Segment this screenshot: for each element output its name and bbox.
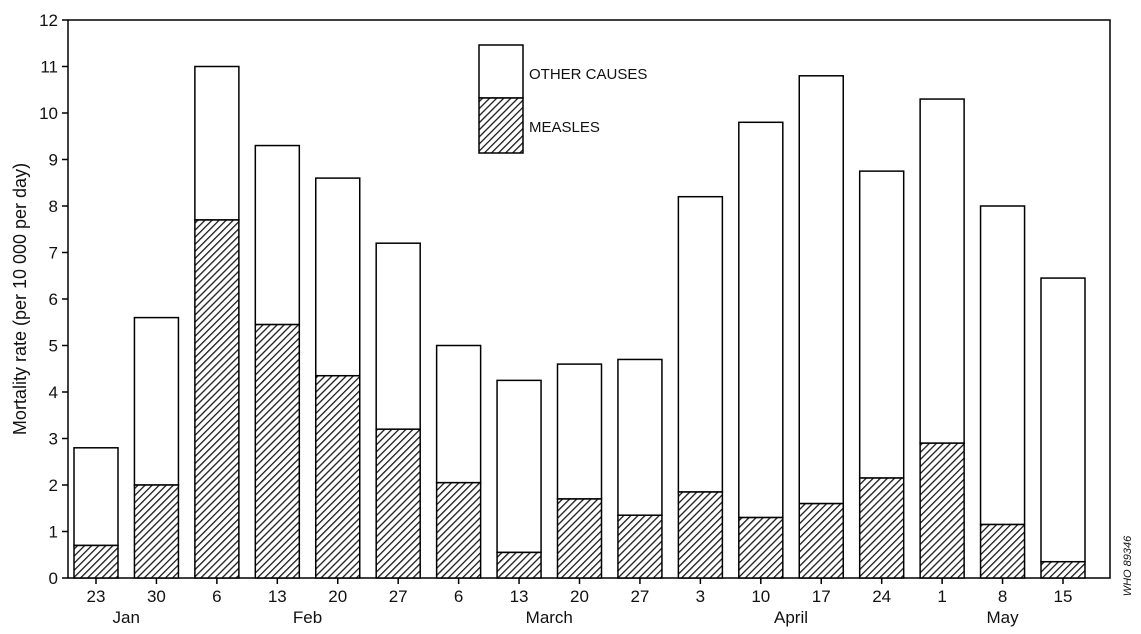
bar-measles xyxy=(133,484,180,579)
y-tick-label: 3 xyxy=(49,430,58,449)
bar-measles xyxy=(496,551,542,579)
bar-measles xyxy=(677,491,724,579)
y-tick-label: 12 xyxy=(39,11,58,30)
x-axis: 23 30 6 13 20 27 6 13 20 27 3 10 17 24 1 8 15 Jan Feb March… xyxy=(87,578,1073,627)
month-label: April xyxy=(774,608,808,627)
x-tick-label: 30 xyxy=(147,587,166,606)
bar-other-causes xyxy=(133,316,180,486)
bar-measles xyxy=(1040,560,1086,579)
bar-other-causes xyxy=(435,344,482,484)
bar-measles xyxy=(919,442,965,579)
x-tick-label: 20 xyxy=(570,587,589,606)
bar-measles xyxy=(73,544,119,579)
bar-other-causes xyxy=(496,379,542,554)
x-tick-label: 8 xyxy=(998,587,1007,606)
bar-measles xyxy=(254,323,301,579)
y-tick-label: 8 xyxy=(49,197,58,216)
x-tick-label: 3 xyxy=(696,587,705,606)
bar-other-causes xyxy=(556,363,603,500)
bar-other-causes xyxy=(798,75,844,505)
y-axis-label: Mortality rate (per 10 000 per day) xyxy=(10,163,30,435)
y-tick-label: 5 xyxy=(49,337,58,356)
bar-other-causes xyxy=(194,65,240,221)
x-tick-label: 20 xyxy=(328,587,347,606)
bars-layer xyxy=(73,65,1086,579)
x-tick-label: 15 xyxy=(1054,587,1073,606)
y-tick-label: 10 xyxy=(39,104,58,123)
bar-other-causes xyxy=(315,177,361,377)
bar-measles xyxy=(375,428,421,579)
bar-other-causes xyxy=(677,195,724,493)
bar-measles xyxy=(798,502,844,579)
y-tick-label: 9 xyxy=(49,151,58,170)
x-tick-label: 6 xyxy=(454,587,463,606)
bar-measles xyxy=(617,514,663,579)
figure-code: WHO 89346 xyxy=(1122,535,1134,596)
bar-measles xyxy=(979,523,1026,579)
bar-other-causes xyxy=(617,358,663,516)
x-tick-label: 13 xyxy=(268,587,287,606)
bar-measles xyxy=(315,374,361,579)
y-tick-label: 7 xyxy=(49,244,58,263)
x-tick-label: 23 xyxy=(87,587,106,606)
month-label: Feb xyxy=(293,608,322,627)
y-tick-label: 11 xyxy=(40,58,58,77)
bar-other-causes xyxy=(375,242,421,430)
x-tick-label: 27 xyxy=(389,587,408,606)
y-tick-label: 2 xyxy=(49,476,58,495)
x-tick-label: 13 xyxy=(510,587,529,606)
bar-other-causes xyxy=(254,144,301,326)
bar-other-causes xyxy=(858,170,905,479)
bar-other-causes xyxy=(738,121,784,519)
x-tick-label: 27 xyxy=(630,587,649,606)
legend-swatch-other-causes xyxy=(478,44,524,99)
bar-measles xyxy=(858,477,905,579)
bar-measles xyxy=(435,481,482,579)
month-label: March xyxy=(526,608,573,627)
y-tick-label: 0 xyxy=(49,569,58,588)
x-tick-label: 6 xyxy=(212,587,221,606)
legend-label-measles: MEASLES xyxy=(529,119,600,136)
legend-swatch-measles xyxy=(478,97,524,154)
bar-other-causes xyxy=(73,447,119,547)
bar-other-causes xyxy=(1040,277,1086,563)
y-tick-label: 6 xyxy=(49,290,58,309)
x-tick-label: 24 xyxy=(872,587,891,606)
bar-measles xyxy=(194,219,240,579)
bar-measles xyxy=(738,516,784,579)
x-tick-label: 10 xyxy=(751,587,770,606)
legend: OTHER CAUSES MEASLES xyxy=(478,44,647,154)
legend-label-other-causes: OTHER CAUSES xyxy=(529,66,647,83)
month-label: May xyxy=(987,608,1020,627)
y-tick-label: 4 xyxy=(49,383,58,402)
x-tick-label: 17 xyxy=(812,587,831,606)
month-label: Jan xyxy=(113,608,140,627)
bar-other-causes xyxy=(919,98,965,444)
bar-other-causes xyxy=(979,205,1026,526)
bar-measles xyxy=(556,498,603,579)
y-tick-label: 1 xyxy=(49,523,58,542)
x-tick-label: 1 xyxy=(937,587,946,606)
